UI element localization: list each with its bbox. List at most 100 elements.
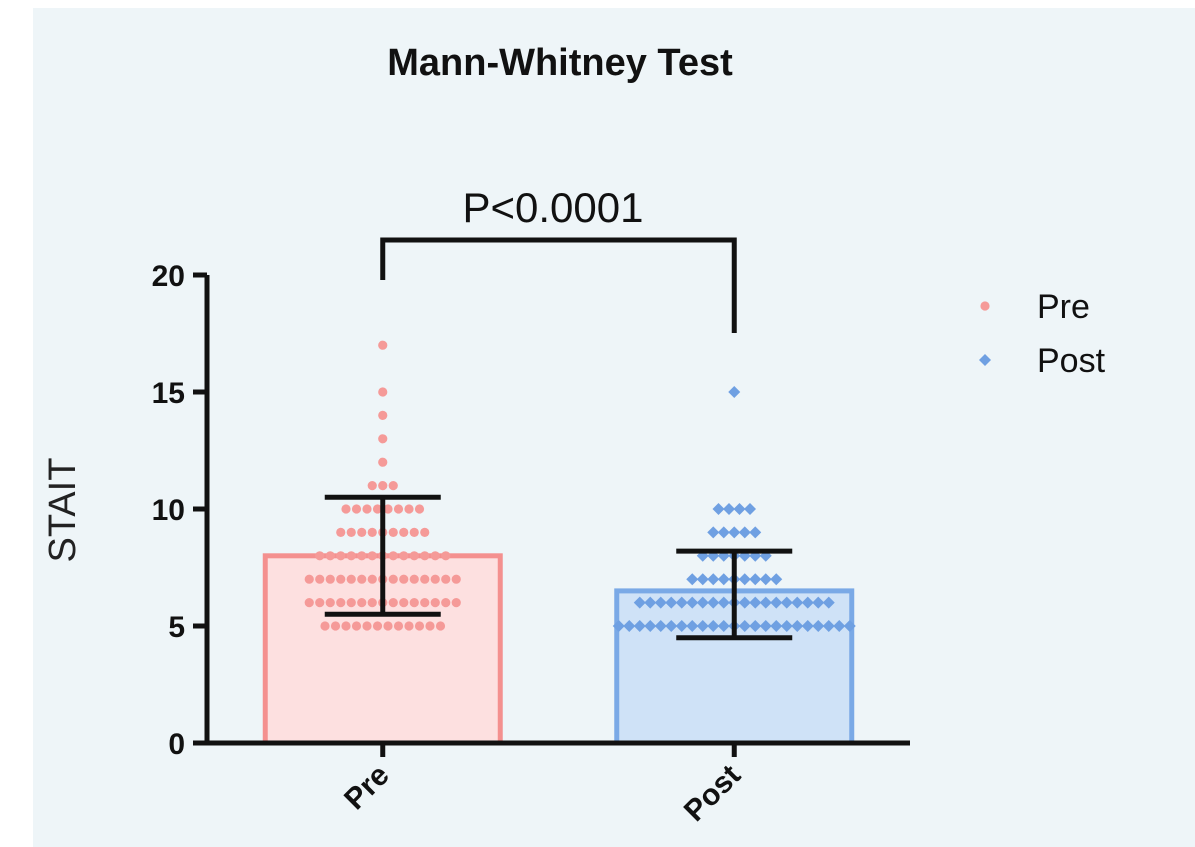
data-point-post bbox=[723, 503, 735, 515]
data-point-pre bbox=[341, 504, 351, 514]
data-point-post bbox=[728, 386, 741, 398]
data-point-post bbox=[744, 503, 756, 515]
data-point-pre bbox=[451, 598, 461, 608]
data-point-pre bbox=[378, 410, 388, 420]
data-point-post bbox=[707, 620, 720, 632]
data-point-pre bbox=[315, 598, 325, 608]
data-point-post bbox=[738, 526, 751, 539]
y-tick-label: 15 bbox=[152, 377, 185, 410]
data-point-pre bbox=[409, 574, 419, 584]
data-point-post bbox=[717, 573, 730, 586]
data-point-pre bbox=[315, 574, 325, 584]
data-point-pre bbox=[388, 481, 398, 491]
data-point-pre bbox=[451, 574, 461, 584]
data-point-pre bbox=[336, 527, 346, 538]
data-point-pre bbox=[367, 574, 377, 584]
data-point-pre bbox=[441, 574, 451, 584]
data-point-pre bbox=[378, 340, 388, 350]
legend-label-post: Post bbox=[1037, 342, 1106, 380]
data-point-post bbox=[633, 620, 646, 632]
data-point-post bbox=[686, 573, 699, 586]
data-point-pre bbox=[399, 551, 409, 561]
data-point-post bbox=[712, 503, 725, 515]
data-point-pre bbox=[357, 574, 367, 584]
data-point-pre bbox=[409, 527, 419, 538]
data-point-post bbox=[707, 573, 720, 586]
data-point-pre bbox=[388, 574, 398, 584]
data-point-pre bbox=[399, 574, 409, 584]
data-point-pre bbox=[430, 551, 440, 561]
data-point-pre bbox=[378, 481, 388, 491]
data-point-pre bbox=[441, 551, 451, 561]
data-point-pre bbox=[404, 504, 414, 514]
data-point-pre bbox=[441, 598, 451, 608]
data-point-pre bbox=[357, 551, 367, 561]
y-axis-label: STAIT bbox=[42, 458, 84, 563]
y-tick-label: 0 bbox=[168, 728, 185, 761]
y-tick-label: 20 bbox=[152, 260, 185, 293]
data-point-post bbox=[633, 596, 646, 609]
data-point-post bbox=[780, 596, 793, 609]
data-point-post bbox=[675, 620, 688, 632]
data-point-pre bbox=[404, 621, 414, 631]
data-point-post bbox=[780, 620, 793, 632]
data-point-pre bbox=[430, 598, 440, 608]
data-point-pre bbox=[378, 387, 388, 397]
data-point-post bbox=[696, 573, 709, 586]
chart-title: Mann-Whitney Test bbox=[387, 42, 733, 84]
data-point-pre bbox=[336, 574, 346, 584]
data-point-post bbox=[749, 573, 762, 586]
data-point-pre bbox=[330, 621, 341, 631]
x-tick-label-pre: Pre bbox=[338, 759, 396, 817]
data-point-pre bbox=[367, 598, 377, 608]
x-tick-label-post: Post bbox=[678, 759, 747, 828]
data-point-post bbox=[738, 596, 751, 609]
data-point-pre bbox=[420, 574, 430, 584]
data-point-pre bbox=[420, 598, 430, 608]
data-point-pre bbox=[346, 527, 356, 538]
data-point-pre bbox=[414, 504, 425, 514]
data-point-pre bbox=[388, 551, 398, 561]
data-point-pre bbox=[399, 598, 409, 608]
data-point-pre bbox=[393, 621, 404, 631]
data-point-pre bbox=[378, 434, 388, 444]
significance-label: P<0.0001 bbox=[462, 184, 643, 231]
data-point-pre bbox=[409, 551, 419, 561]
data-point-post bbox=[759, 596, 772, 609]
data-point-pre bbox=[336, 551, 346, 561]
data-point-pre bbox=[357, 598, 367, 608]
data-point-pre bbox=[304, 574, 314, 584]
data-point-post bbox=[759, 620, 772, 632]
data-point-pre bbox=[378, 457, 388, 467]
data-point-post bbox=[644, 596, 657, 609]
data-point-pre bbox=[367, 481, 377, 491]
data-point-post bbox=[833, 620, 846, 632]
data-point-post bbox=[759, 573, 772, 586]
data-point-pre bbox=[346, 551, 356, 561]
data-point-post bbox=[738, 620, 751, 632]
legend-marker-pre bbox=[980, 301, 990, 311]
data-point-pre bbox=[367, 551, 377, 561]
y-tick-label: 5 bbox=[168, 611, 185, 644]
plot-background bbox=[33, 8, 1195, 847]
data-point-pre bbox=[357, 527, 367, 538]
legend-marker-post bbox=[979, 354, 991, 366]
data-point-pre bbox=[320, 621, 330, 631]
y-tick-label: 10 bbox=[152, 494, 185, 527]
data-point-pre bbox=[325, 574, 335, 584]
data-point-pre bbox=[351, 621, 362, 631]
data-point-post bbox=[644, 620, 657, 632]
data-point-post bbox=[665, 620, 678, 632]
data-point-post bbox=[686, 596, 699, 609]
data-point-pre bbox=[420, 527, 430, 538]
data-point-post bbox=[612, 620, 625, 632]
legend-label-pre: Pre bbox=[1037, 288, 1090, 326]
data-point-pre bbox=[383, 621, 393, 631]
data-point-post bbox=[749, 596, 762, 609]
data-point-post bbox=[623, 620, 636, 632]
data-point-post bbox=[665, 596, 678, 609]
data-point-pre bbox=[430, 574, 440, 584]
data-point-post bbox=[801, 596, 814, 609]
